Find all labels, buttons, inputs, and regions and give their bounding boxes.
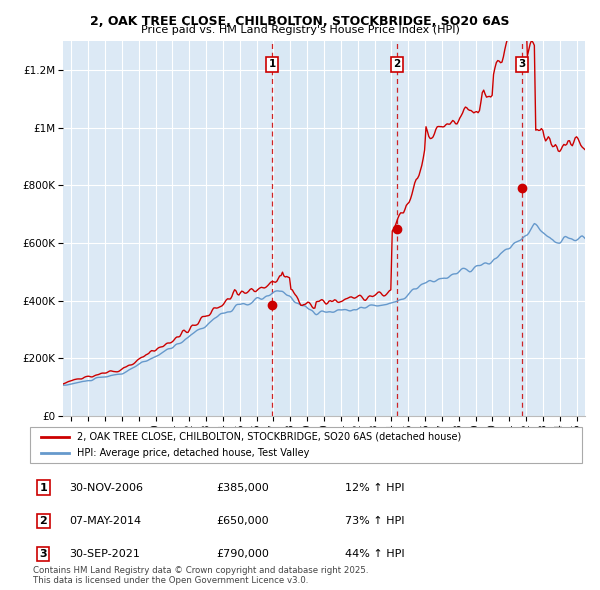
Text: £790,000: £790,000 bbox=[216, 549, 269, 559]
FancyBboxPatch shape bbox=[30, 427, 582, 463]
Bar bbox=[272, 41, 397, 416]
Text: 1: 1 bbox=[40, 483, 47, 493]
Text: 07-MAY-2014: 07-MAY-2014 bbox=[69, 516, 141, 526]
Text: 73% ↑ HPI: 73% ↑ HPI bbox=[345, 516, 404, 526]
Text: £385,000: £385,000 bbox=[216, 483, 269, 493]
Text: HPI: Average price, detached house, Test Valley: HPI: Average price, detached house, Test… bbox=[77, 448, 309, 458]
Text: 2, OAK TREE CLOSE, CHILBOLTON, STOCKBRIDGE, SO20 6AS: 2, OAK TREE CLOSE, CHILBOLTON, STOCKBRID… bbox=[90, 15, 510, 28]
Text: 30-SEP-2021: 30-SEP-2021 bbox=[69, 549, 140, 559]
Text: 2, OAK TREE CLOSE, CHILBOLTON, STOCKBRIDGE, SO20 6AS (detached house): 2, OAK TREE CLOSE, CHILBOLTON, STOCKBRID… bbox=[77, 432, 461, 442]
Text: 30-NOV-2006: 30-NOV-2006 bbox=[69, 483, 143, 493]
Text: 1: 1 bbox=[269, 60, 276, 70]
Text: Price paid vs. HM Land Registry's House Price Index (HPI): Price paid vs. HM Land Registry's House … bbox=[140, 25, 460, 35]
Text: 3: 3 bbox=[518, 60, 526, 70]
Text: Contains HM Land Registry data © Crown copyright and database right 2025.
This d: Contains HM Land Registry data © Crown c… bbox=[33, 566, 368, 585]
Text: 12% ↑ HPI: 12% ↑ HPI bbox=[345, 483, 404, 493]
Text: 2: 2 bbox=[40, 516, 47, 526]
Text: £650,000: £650,000 bbox=[216, 516, 269, 526]
Text: 2: 2 bbox=[394, 60, 401, 70]
Text: 44% ↑ HPI: 44% ↑ HPI bbox=[345, 549, 404, 559]
Text: 3: 3 bbox=[40, 549, 47, 559]
